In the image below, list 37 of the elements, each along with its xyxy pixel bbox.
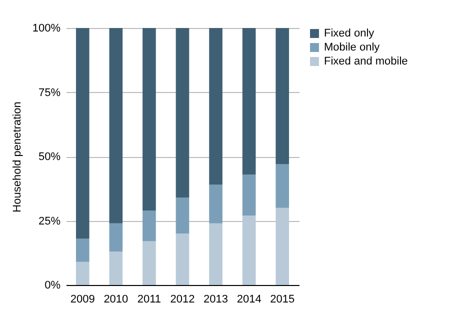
bar [242,28,256,174]
bar [276,208,290,285]
y-tick-label: 50% [38,151,61,163]
bar [142,28,156,210]
x-tick-label: 2011 [137,294,162,306]
bar [76,262,90,285]
bar [109,28,123,224]
bar [176,234,190,285]
bar [209,184,222,224]
bar [209,28,222,185]
bar [142,210,156,242]
bar [209,223,222,285]
bar [242,216,256,285]
bar [109,252,123,285]
bar [76,28,90,239]
legend-label: Fixed and mobile [324,56,408,68]
bar [276,164,290,208]
bar [242,174,256,216]
bar [109,223,123,252]
y-tick-label: 25% [38,215,61,228]
x-tick-label: 2013 [204,294,228,306]
legend-label: Fixed only [324,28,375,40]
y-tick-label: 75% [38,86,61,99]
bar [276,28,290,164]
bar [176,28,190,198]
x-tick-label: 2012 [170,294,195,306]
y-tick-label: 100% [32,22,61,34]
x-tick-label: 2010 [104,294,128,306]
x-tick-label: 2014 [236,294,262,306]
bar [176,198,190,234]
x-tick-label: 2015 [270,294,295,306]
y-tick-label: 0% [44,280,61,292]
y-axis-title: Household penetration [11,102,24,212]
x-tick-label: 2009 [70,294,95,306]
bar [76,238,90,262]
bar [142,241,156,285]
legend-label: Mobile only [324,42,380,54]
